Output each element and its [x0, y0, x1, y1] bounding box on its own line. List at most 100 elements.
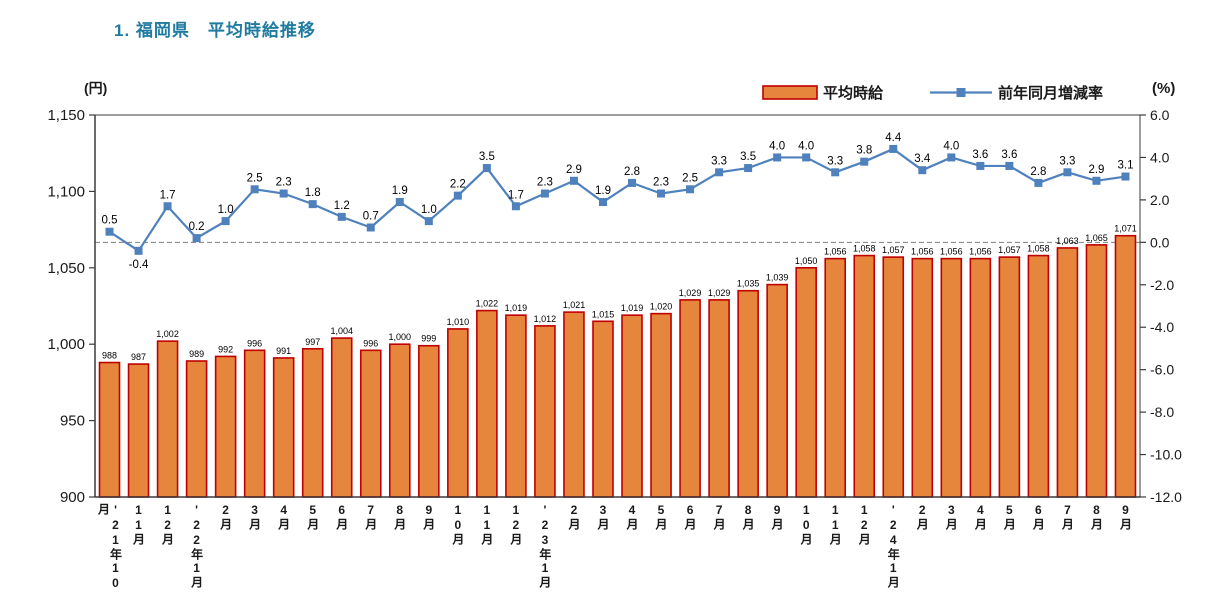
wage-bar — [476, 309, 498, 498]
x-axis-label: '22年1月 — [182, 503, 211, 601]
wage-bar-label: 1,022 — [476, 299, 499, 309]
x-axis-label-text: 10月 — [799, 503, 814, 546]
wage-bar-label: 991 — [276, 346, 291, 356]
x-axis-label-text: 4月 — [276, 503, 291, 531]
yoy-marker — [1063, 168, 1072, 177]
x-axis-label-text: 3月 — [595, 503, 610, 531]
wage-bar — [1027, 254, 1050, 498]
yoy-marker — [802, 153, 811, 162]
x-axis-label: 10月 — [792, 503, 821, 601]
yoy-marker — [569, 176, 578, 185]
x-axis-label: 12月 — [501, 503, 530, 601]
yoy-label: 3.4 — [914, 153, 931, 165]
right-axis-unit-label: (%) — [1152, 80, 1175, 97]
yoy-marker — [947, 153, 956, 162]
wage-bar-label: 1,029 — [679, 288, 702, 298]
x-axis-label: 4月 — [269, 503, 298, 601]
left-axis-unit-label: (円) — [84, 80, 107, 96]
wage-bar-label: 1,050 — [795, 256, 818, 266]
wage-bar-label: 997 — [305, 337, 320, 347]
wage-bar — [824, 257, 847, 498]
yoy-marker — [1005, 161, 1014, 170]
x-axis-label-text: '24年1月 — [886, 503, 901, 589]
yoy-label: 4.4 — [885, 132, 902, 144]
wage-bar — [301, 347, 324, 498]
wage-bar — [1085, 244, 1108, 498]
x-axis-label: '24年1月 — [879, 503, 908, 601]
wage-bar — [592, 320, 614, 498]
yoy-marker — [715, 168, 724, 177]
wage-bar — [330, 337, 353, 498]
yoy-label: 3.3 — [711, 155, 727, 167]
x-axis-label: 10月 — [443, 503, 472, 601]
yoy-label: 3.5 — [479, 151, 495, 163]
wage-bar-label: 1,057 — [998, 245, 1021, 255]
right-axis-tick-label: 6.0 — [1150, 107, 1170, 123]
yoy-label: 3.3 — [827, 155, 843, 167]
yoy-label: 1.2 — [334, 200, 350, 212]
yoy-label: 2.8 — [624, 166, 640, 178]
yoy-marker — [308, 200, 317, 209]
right-axis-tick-label: -10.0 — [1150, 447, 1182, 463]
wage-bar — [621, 314, 643, 498]
yoy-label: 3.6 — [1001, 149, 1017, 161]
wage-bar — [156, 340, 179, 498]
wage-bar — [127, 363, 150, 498]
x-axis-label-text: '23年1月 — [537, 503, 552, 589]
yoy-label: 1.9 — [595, 185, 611, 197]
right-axis-tick-label: 4.0 — [1150, 149, 1170, 165]
wage-bar — [418, 344, 440, 498]
yoy-label: 1.9 — [392, 185, 408, 197]
left-axis-tick-label: 950 — [60, 413, 85, 430]
wage-bar — [940, 257, 963, 498]
yoy-label: 3.8 — [856, 145, 872, 157]
yoy-label: 4.0 — [943, 140, 959, 152]
yoy-marker — [1092, 176, 1101, 185]
wage-bar — [563, 311, 585, 498]
x-axis-label-text: 2月 — [566, 503, 581, 531]
yoy-marker — [686, 185, 695, 194]
x-axis-label-text: 6月 — [683, 503, 698, 531]
wage-bar-label: 1,029 — [708, 288, 731, 298]
wage-bar — [737, 289, 759, 498]
wage-bar-label: 1,002 — [156, 329, 179, 339]
x-axis-label: 6月 — [327, 503, 356, 601]
wage-bar — [882, 256, 905, 498]
x-axis-label: 9月 — [763, 503, 792, 601]
wage-bar-label: 1,058 — [853, 244, 876, 254]
right-axis-tick-label: -12.0 — [1150, 489, 1182, 505]
x-axis-label-text: 5月 — [654, 503, 669, 531]
wage-bar-label: 1,058 — [1027, 244, 1050, 254]
wage-bar — [534, 325, 556, 498]
left-axis-tick-label: 900 — [60, 489, 85, 506]
x-axis-label: 7月 — [705, 503, 734, 601]
yoy-label: 4.0 — [769, 140, 785, 152]
yoy-marker — [250, 185, 259, 194]
yoy-label: 2.2 — [450, 179, 466, 191]
wage-bar — [679, 299, 701, 498]
yoy-label: 1.0 — [421, 204, 437, 216]
x-axis-label: 9月 — [1111, 503, 1140, 601]
wage-bar-label: 1,056 — [969, 247, 992, 257]
wage-bar — [650, 312, 672, 498]
x-axis-label: 8月 — [734, 503, 763, 601]
yoy-label: 3.1 — [1117, 160, 1133, 172]
wage-bar-label: 988 — [102, 351, 117, 361]
yoy-marker — [279, 189, 288, 198]
x-axis-label: 12月 — [850, 503, 879, 601]
yoy-marker — [424, 217, 433, 226]
x-axis-label: 8月 — [385, 503, 414, 601]
yoy-line — [108, 147, 1126, 253]
right-axis-tick-label: -6.0 — [1150, 362, 1174, 378]
wage-bar-label: 1,056 — [824, 247, 847, 257]
x-axis-label: 3月 — [588, 503, 617, 601]
x-axis-label-text: 8月 — [741, 503, 756, 531]
x-axis-label-text: 8月 — [392, 503, 407, 531]
wage-bar — [272, 357, 295, 498]
x-axis-label-text: 9月 — [1118, 503, 1133, 531]
yoy-marker — [1034, 178, 1043, 187]
yoy-marker — [453, 191, 462, 200]
x-axis-label-text: 8月 — [1089, 503, 1104, 531]
